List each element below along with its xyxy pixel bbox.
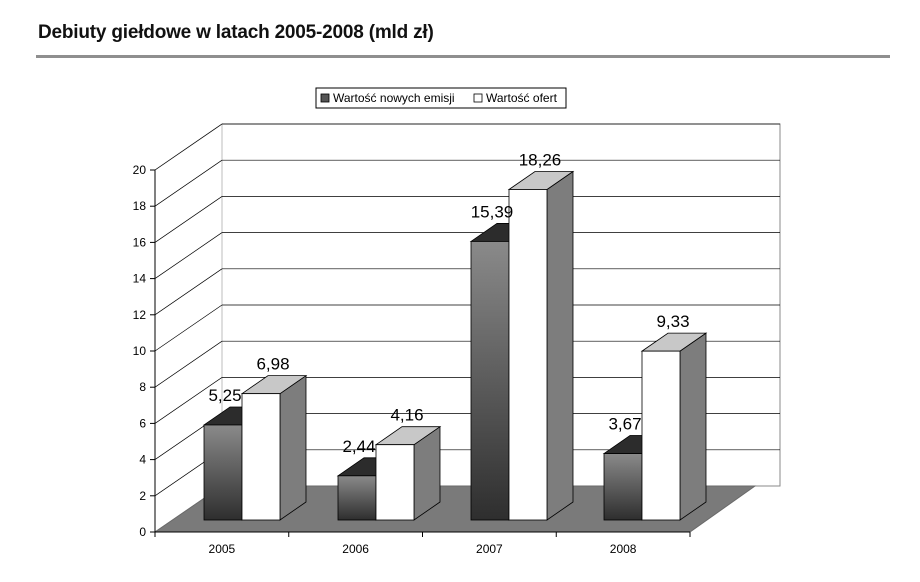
gridline-side (154, 377, 223, 424)
legend-frame (315, 87, 567, 109)
y-tick-label: 20 (133, 163, 147, 177)
y-tick-label: 8 (139, 380, 146, 394)
y-tick-label: 10 (133, 344, 147, 358)
gridline-side (154, 340, 223, 388)
bar-offers-side (679, 332, 707, 521)
chart-legend: Wartość nowych emisji Wartość ofert (315, 87, 567, 109)
x-tick-label: 2006 (342, 542, 369, 556)
bar-offers-side (546, 170, 574, 521)
gridline-side (154, 268, 223, 316)
bar-offers-front (641, 350, 681, 521)
title-divider (36, 55, 890, 58)
bar-offers-front (508, 189, 548, 521)
y-tick-label: 2 (139, 489, 146, 503)
chart-axes: 0 2 4 6 8 10 12 14 16 18 20 2005 2006 2007 2008 (133, 163, 691, 556)
gridline-side (154, 304, 223, 352)
data-label: 5,25 (208, 386, 241, 405)
legend-swatch-new-issues (320, 93, 330, 103)
legend-label-new-issues: Wartość nowych emisji (333, 91, 455, 105)
page-title: Debiuty giełdowe w latach 2005-2008 (mld… (38, 22, 434, 43)
y-tick-label: 14 (133, 272, 147, 286)
data-label: 4,16 (390, 406, 423, 425)
x-tick-label: 2005 (209, 542, 236, 556)
data-label: 9,33 (656, 312, 689, 331)
bar-offers-front (241, 393, 281, 521)
bar-offers-side (279, 374, 307, 521)
gridline-side (154, 159, 223, 207)
x-tick-label: 2007 (476, 542, 503, 556)
gridline-side (154, 196, 223, 243)
bar-new-issues-front (203, 424, 243, 521)
y-tick-label: 4 (139, 453, 146, 467)
y-tick-label: 12 (133, 308, 147, 322)
legend-swatch-offers (473, 93, 483, 103)
data-label: 18,26 (519, 150, 562, 169)
data-label: 15,39 (471, 202, 514, 221)
bar-offers-front (375, 444, 415, 521)
y-tick-label: 0 (139, 525, 146, 539)
data-label: 6,98 (256, 355, 289, 374)
bar-new-issues-front (470, 241, 510, 521)
chart-bars (202, 170, 708, 521)
y-tick-label: 6 (139, 416, 146, 430)
y-tick-label: 18 (133, 199, 147, 213)
bar-new-issues-front (337, 475, 377, 521)
data-label: 2,44 (342, 437, 375, 456)
gridline-side (154, 232, 223, 279)
data-label: 3,67 (608, 415, 641, 434)
y-tick-label: 16 (133, 235, 147, 249)
legend-label-offers: Wartość ofert (486, 91, 558, 105)
gridline-side (154, 123, 223, 171)
bar-new-issues-front (603, 453, 643, 521)
x-tick-label: 2008 (610, 542, 637, 556)
chart-data-labels: 5,25 6,98 2,44 4,16 15,39 18,26 3,67 9,33 (208, 150, 689, 455)
